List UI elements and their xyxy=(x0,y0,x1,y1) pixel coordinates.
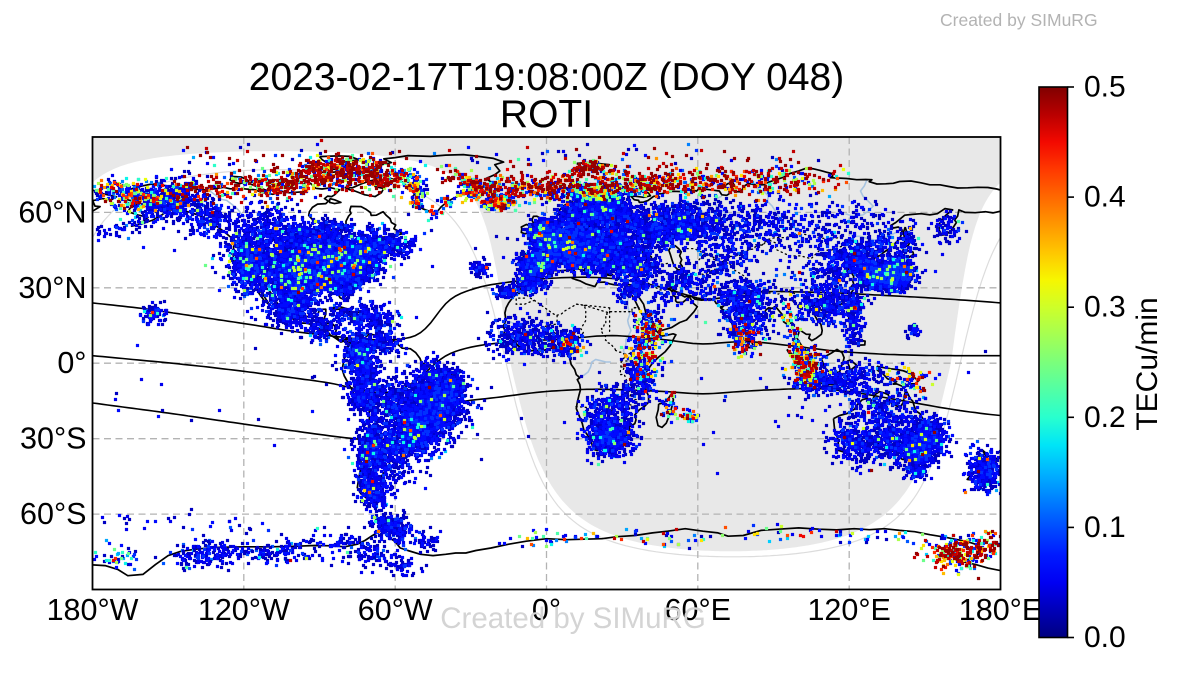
svg-text:60°N: 60°N xyxy=(18,195,86,229)
svg-text:TECu/min: TECu/min xyxy=(1131,297,1164,430)
svg-text:2023-02-17T19:08:00Z (DOY 048): 2023-02-17T19:08:00Z (DOY 048) xyxy=(249,56,844,99)
svg-text:0.4: 0.4 xyxy=(1084,181,1126,214)
svg-text:30°N: 30°N xyxy=(18,271,86,305)
svg-text:30°S: 30°S xyxy=(20,422,86,456)
svg-text:0.0: 0.0 xyxy=(1084,621,1126,654)
svg-text:0°: 0° xyxy=(57,346,86,380)
svg-text:180°E: 180°E xyxy=(959,593,1042,627)
svg-text:120°E: 120°E xyxy=(807,593,890,627)
svg-text:0.1: 0.1 xyxy=(1084,511,1126,544)
svg-text:0°: 0° xyxy=(532,593,561,627)
svg-text:Created by SIMuRG: Created by SIMuRG xyxy=(940,10,1098,30)
svg-text:60°S: 60°S xyxy=(20,497,86,531)
svg-text:120°W: 120°W xyxy=(198,593,290,627)
svg-text:0.3: 0.3 xyxy=(1084,291,1126,324)
svg-text:ROTI: ROTI xyxy=(500,93,593,136)
svg-text:180°W: 180°W xyxy=(47,593,139,627)
svg-text:0.2: 0.2 xyxy=(1084,401,1126,434)
svg-text:Created by SIMuRG: Created by SIMuRG xyxy=(440,602,706,635)
svg-text:60°E: 60°E xyxy=(665,593,731,627)
svg-text:60°W: 60°W xyxy=(358,593,433,627)
svg-text:0.5: 0.5 xyxy=(1084,71,1126,104)
